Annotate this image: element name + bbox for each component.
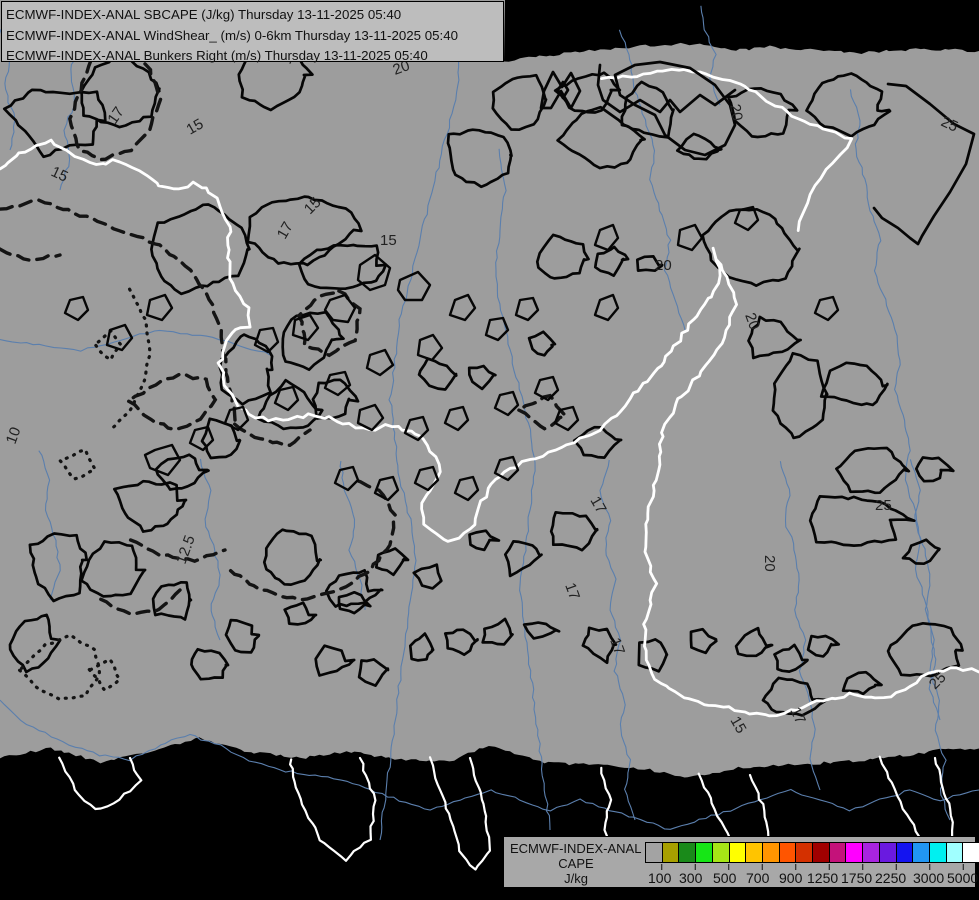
svg-text:20: 20 bbox=[655, 257, 672, 274]
svg-text:25: 25 bbox=[875, 497, 892, 514]
svg-text:20: 20 bbox=[726, 103, 746, 122]
svg-text:20: 20 bbox=[761, 555, 778, 572]
svg-text:15: 15 bbox=[380, 232, 397, 249]
